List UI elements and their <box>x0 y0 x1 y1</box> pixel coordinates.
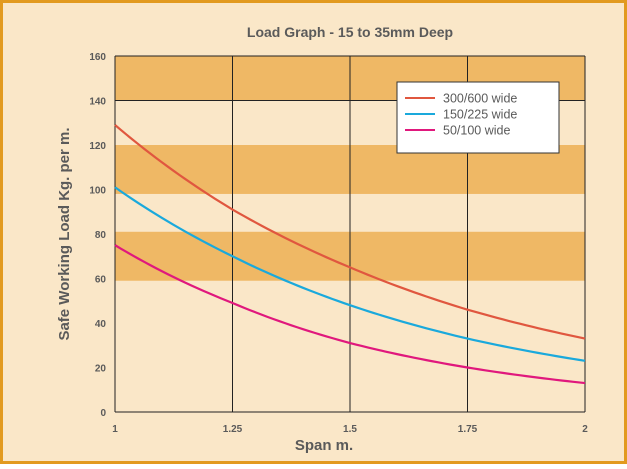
plot-border <box>114 56 586 413</box>
legend-label: 50/100 wide <box>443 124 510 138</box>
y-tick-label: 0 <box>100 408 106 419</box>
y-tick-label: 160 <box>89 52 106 63</box>
legend-label: 150/225 wide <box>443 108 517 122</box>
chart-title: Load Graph - 15 to 35mm Deep <box>247 24 453 40</box>
x-tick-label: 1.25 <box>223 424 243 435</box>
x-tick-labels: 1 1.25 1.5 1.75 2 <box>112 424 588 435</box>
y-tick-label: 120 <box>89 141 106 152</box>
x-tick-label: 1.5 <box>343 424 357 435</box>
y-tick-label: 60 <box>95 275 107 286</box>
y-tick-label: 40 <box>95 319 107 330</box>
y-tick-label: 140 <box>89 97 106 108</box>
series-line-2 <box>114 186 586 362</box>
y-axis-label: Safe Working Load Kg. per m. <box>56 127 73 340</box>
legend: 300/600 wide 150/225 wide 50/100 wide <box>396 81 560 154</box>
y-tick-label: 80 <box>95 230 107 241</box>
series-line-1 <box>114 124 586 340</box>
x-tick-label: 1.75 <box>458 424 478 435</box>
series-line-3 <box>114 244 586 385</box>
legend-box <box>396 81 560 154</box>
legend-label: 300/600 wide <box>443 92 517 106</box>
y-tick-label: 20 <box>95 364 107 375</box>
x-axis-label: Span m. <box>295 437 353 454</box>
series-group <box>114 124 586 385</box>
y-tick-labels: 0 20 40 60 80 100 120 140 160 <box>89 52 106 419</box>
x-tick-label: 2 <box>582 424 588 435</box>
x-tick-label: 1 <box>112 424 118 435</box>
y-tick-label: 100 <box>89 186 106 197</box>
